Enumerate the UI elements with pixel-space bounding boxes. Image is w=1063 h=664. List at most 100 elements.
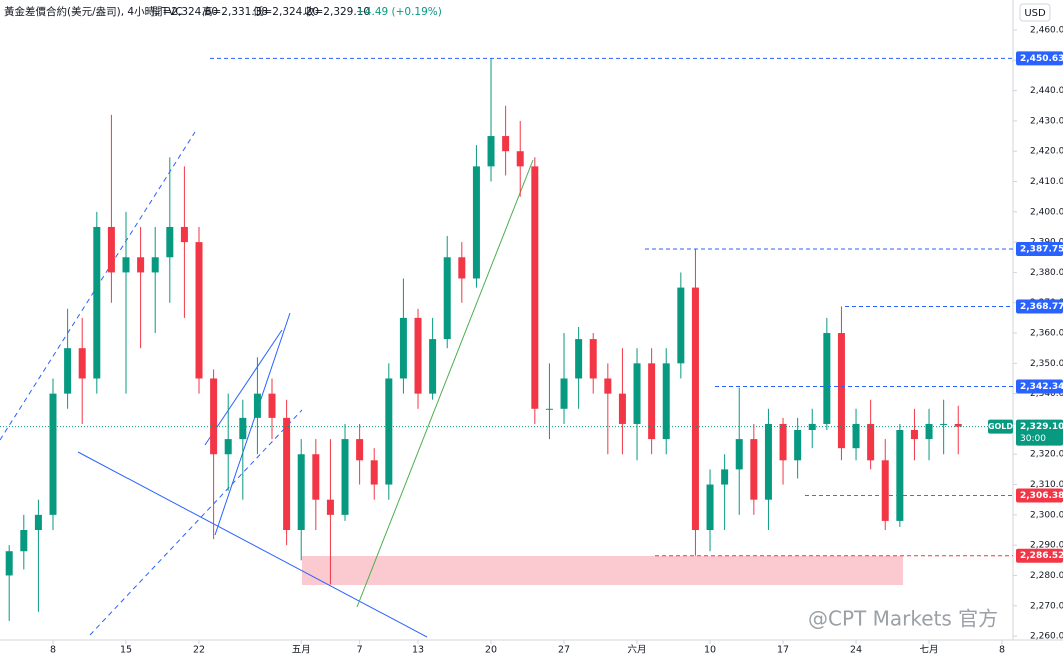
ohlc-close: 收=2,329.10 <box>304 5 370 18</box>
x-tick-label: 10 <box>704 645 716 656</box>
countdown: 30:00 <box>1020 434 1046 444</box>
candle-body <box>107 226 115 273</box>
candle-body <box>706 484 714 530</box>
x-tick-label: 六月 <box>628 644 647 656</box>
candle-body <box>779 423 787 461</box>
plot <box>5 58 962 621</box>
candle-body <box>618 393 626 424</box>
candle-body <box>297 454 305 530</box>
y-tick-label: 2,420.00 <box>1030 147 1063 157</box>
x-tick-label: 13 <box>412 645 424 656</box>
candle-body <box>399 317 407 379</box>
level-label-box <box>1016 379 1063 394</box>
change: +4.49 (+0.19%) <box>356 6 442 18</box>
candle-body <box>166 226 174 258</box>
candle-body <box>210 378 218 455</box>
candle-body <box>283 417 291 530</box>
trend-line <box>214 312 291 536</box>
candle-body <box>808 423 816 430</box>
candle-body <box>49 393 57 515</box>
candle-body <box>823 333 831 424</box>
candle-body <box>750 439 758 500</box>
last-price-name: GOLD <box>988 422 1013 431</box>
level-label: 2,342.34 <box>1020 382 1063 392</box>
x-tick-label: 七月 <box>920 645 939 656</box>
candle-body <box>794 430 802 461</box>
candle-body <box>5 551 13 576</box>
level-label-box <box>1016 51 1063 66</box>
candle-body <box>925 423 933 440</box>
level-label-box <box>1016 241 1063 256</box>
y-tick-label: 2,350.00 <box>1030 359 1063 369</box>
candle-body <box>93 226 101 379</box>
last-price-box <box>1016 419 1063 446</box>
candle-body <box>662 363 670 440</box>
candle-body <box>122 257 130 273</box>
candle-body <box>545 408 553 410</box>
candle-body <box>633 363 641 424</box>
y-tick-label: 2,380.00 <box>1030 268 1063 278</box>
currency-box[interactable] <box>1019 3 1051 22</box>
candle-body <box>560 378 568 409</box>
y-tick-label: 2,410.00 <box>1030 177 1063 187</box>
y-tick-label: 2,260.00 <box>1030 632 1063 642</box>
candle-body <box>137 257 145 273</box>
candle-body <box>589 339 597 379</box>
candle-body <box>954 423 962 427</box>
candle-body <box>78 348 86 379</box>
y-tick-label: 2,360.00 <box>1030 329 1063 339</box>
candle-body <box>370 460 378 485</box>
candle-body <box>414 317 422 394</box>
candle-body <box>180 226 188 243</box>
watermark: @CPT Markets 官方 <box>808 607 998 631</box>
candle-body <box>385 378 393 485</box>
y-tick-label: 2,440.00 <box>1030 86 1063 96</box>
candle-body <box>195 242 203 379</box>
channel-line <box>89 409 303 636</box>
candle-body <box>472 166 480 279</box>
y-tick-label: 2,290.00 <box>1030 541 1063 551</box>
candle-body <box>224 439 232 455</box>
x-tick-label: 27 <box>558 645 570 656</box>
level-label-box <box>1016 299 1063 314</box>
y-tick-label: 2,300.00 <box>1030 510 1063 520</box>
candle-body <box>64 348 72 394</box>
candle-body <box>604 378 612 394</box>
candle-body <box>940 423 948 425</box>
ohlc-open: 開=2,324.60 <box>152 6 218 18</box>
x-tick-label: 8 <box>999 645 1005 656</box>
candle-body <box>837 333 845 449</box>
candle-body <box>268 393 276 418</box>
candle-body <box>910 430 918 440</box>
trend-line <box>356 159 534 608</box>
level-label-box <box>1016 488 1063 503</box>
trend-line <box>77 451 428 638</box>
currency: USD <box>1024 8 1046 19</box>
candle-body <box>852 423 860 449</box>
x-tick-label: 22 <box>193 645 205 656</box>
candle-body <box>677 287 685 364</box>
candle-body <box>487 136 495 167</box>
candle-body <box>867 423 875 461</box>
candle-body <box>312 454 320 500</box>
candle-body <box>341 439 349 515</box>
level-label: 2,306.38 <box>1020 491 1063 501</box>
level-label: 2,368.77 <box>1020 302 1063 312</box>
candle-body <box>502 136 510 152</box>
candle-body <box>253 393 261 418</box>
zone <box>302 556 903 585</box>
candle-body <box>34 514 42 530</box>
candle-body <box>721 469 729 485</box>
x-tick-label: 24 <box>850 645 862 656</box>
y-tick-label: 2,310.00 <box>1030 480 1063 490</box>
candle-body <box>429 339 437 394</box>
candle-body <box>648 363 656 440</box>
x-tick-label: 17 <box>777 645 789 656</box>
candle-body <box>691 287 699 530</box>
level-label: 2,450.63 <box>1020 54 1063 64</box>
y-tick-label: 2,270.00 <box>1030 601 1063 611</box>
candle-body <box>356 439 364 461</box>
level-label: 2,387.75 <box>1020 244 1063 254</box>
last-price-label: 2,329.10 <box>1020 422 1063 432</box>
